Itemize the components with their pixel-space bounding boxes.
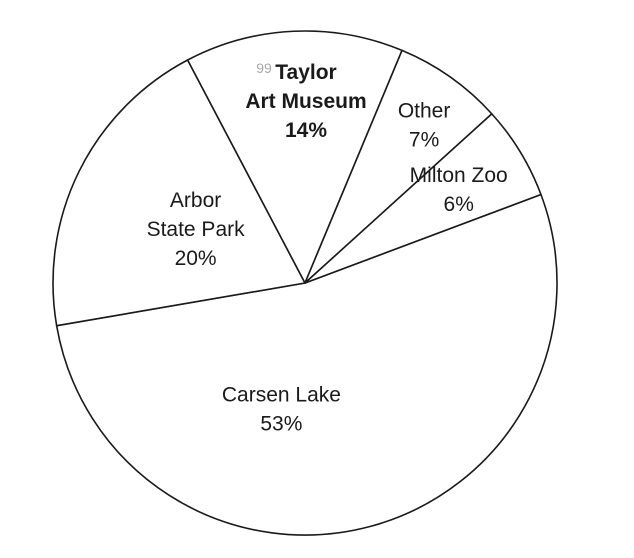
slice-carsen-lake — [55, 193, 558, 536]
category-label-line: Other — [398, 99, 451, 122]
category-label-line: Art Museum — [245, 90, 366, 113]
slice-arbor-state-park — [52, 59, 306, 327]
category-label-line: Milton Zoo — [410, 164, 508, 187]
value-label: 7% — [409, 128, 439, 151]
label-other: Other 7% — [398, 99, 451, 151]
label-taylor-art-museum: Taylor Art Museum 14% — [245, 61, 366, 142]
label-carsen-lake: Carsen Lake 53% — [222, 383, 341, 435]
pie-slices — [52, 30, 558, 536]
value-label: 20% — [175, 247, 217, 270]
slice-milton-zoo — [304, 113, 542, 284]
value-label: 14% — [285, 119, 327, 142]
category-label-line: Taylor — [275, 61, 336, 84]
slice-other — [304, 49, 493, 284]
pie-labels: Carsen Lake 53% Arbor State Park 20% Taylor Ar… — [147, 60, 508, 435]
category-label-line: Arbor — [170, 189, 221, 212]
label-milton-zoo: Milton Zoo 6% — [410, 164, 508, 216]
label-arbor-state-park: Arbor State Park 20% — [147, 189, 246, 270]
category-label-line: State Park — [147, 218, 246, 241]
category-label-line: Carsen Lake — [222, 383, 341, 406]
prefix-mark: 99 — [256, 60, 272, 76]
value-label: 6% — [444, 193, 474, 216]
slice-taylor-art-museum — [186, 30, 403, 284]
value-label: 53% — [260, 412, 302, 435]
